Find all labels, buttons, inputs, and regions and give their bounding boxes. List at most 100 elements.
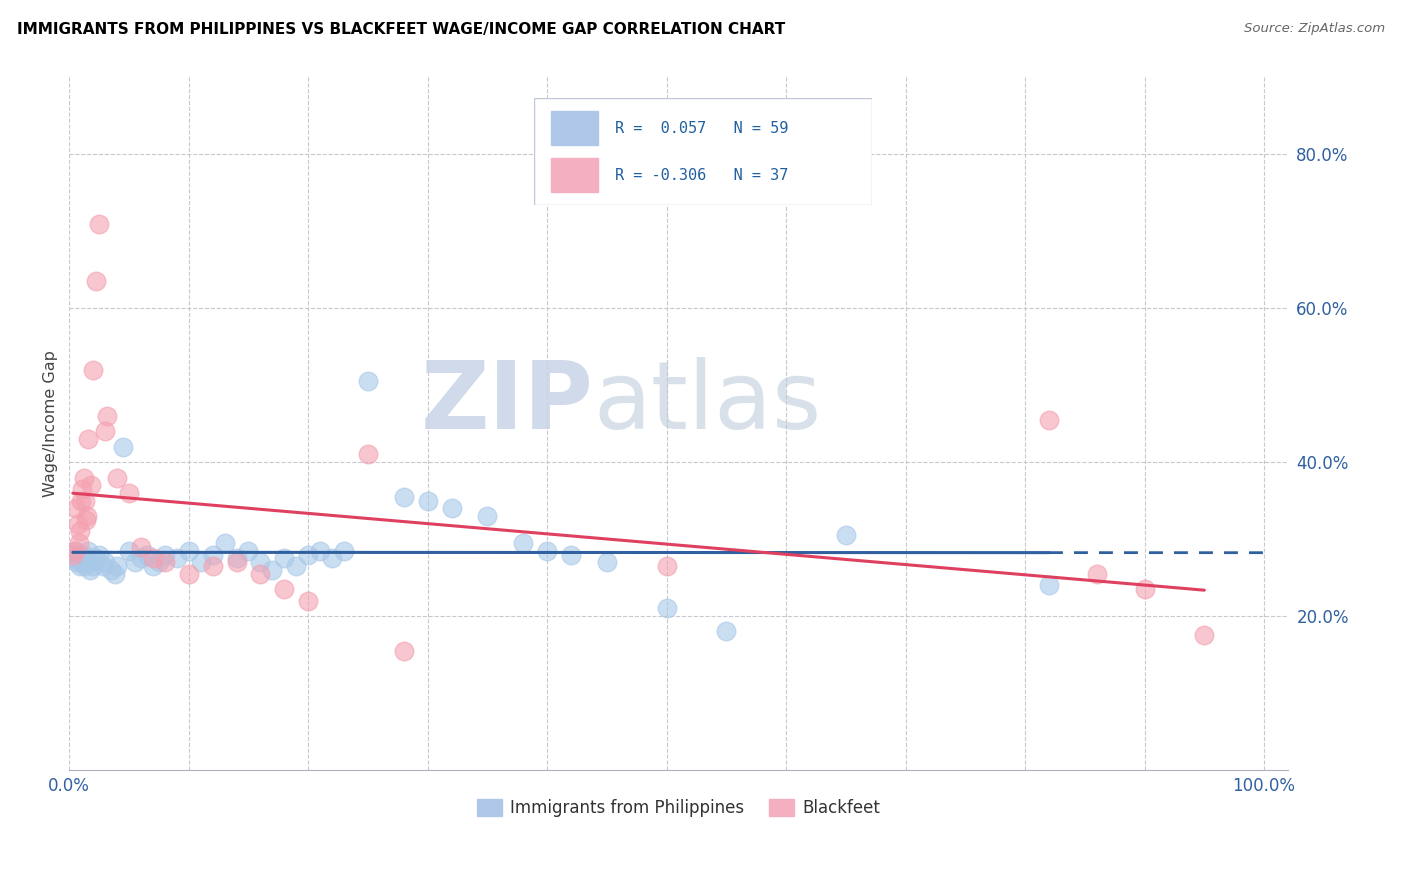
Point xyxy=(285,559,308,574)
Y-axis label: Wage/Income Gap: Wage/Income Gap xyxy=(44,351,58,497)
Point xyxy=(94,555,117,569)
Legend: Immigrants from Philippines, Blackfeet: Immigrants from Philippines, Blackfeet xyxy=(470,792,887,824)
Point xyxy=(201,559,224,574)
Point xyxy=(392,490,415,504)
Point xyxy=(201,548,224,562)
Point xyxy=(75,513,97,527)
Point xyxy=(392,644,415,658)
Point xyxy=(512,536,534,550)
Point xyxy=(87,548,110,562)
Point xyxy=(67,536,90,550)
FancyBboxPatch shape xyxy=(551,111,599,145)
Point xyxy=(82,363,104,377)
Point xyxy=(1038,413,1060,427)
Point xyxy=(105,470,128,484)
Point xyxy=(1085,566,1108,581)
Point xyxy=(75,555,97,569)
Point xyxy=(477,509,499,524)
Point xyxy=(357,448,380,462)
Point xyxy=(225,551,247,566)
Point xyxy=(135,548,157,562)
Point xyxy=(177,566,200,581)
Point xyxy=(166,551,188,566)
Point xyxy=(66,516,89,531)
Point xyxy=(142,551,165,566)
Point xyxy=(73,493,96,508)
Point xyxy=(190,555,212,569)
Point xyxy=(76,551,98,566)
Point xyxy=(63,543,86,558)
Point xyxy=(72,482,94,496)
Point xyxy=(297,548,319,562)
Point xyxy=(63,543,86,558)
Point xyxy=(69,524,91,539)
Point xyxy=(716,624,738,639)
Point xyxy=(62,548,84,562)
Point xyxy=(440,501,463,516)
Point xyxy=(129,551,152,566)
Text: IMMIGRANTS FROM PHILIPPINES VS BLACKFEET WAGE/INCOME GAP CORRELATION CHART: IMMIGRANTS FROM PHILIPPINES VS BLACKFEET… xyxy=(17,22,785,37)
Text: Source: ZipAtlas.com: Source: ZipAtlas.com xyxy=(1244,22,1385,36)
Point xyxy=(416,493,439,508)
Point xyxy=(77,543,100,558)
Point xyxy=(105,559,128,574)
Point xyxy=(1133,582,1156,596)
Text: atlas: atlas xyxy=(593,357,821,449)
Point xyxy=(177,543,200,558)
Point xyxy=(84,551,107,566)
Point xyxy=(214,536,236,550)
Point xyxy=(100,563,122,577)
Point xyxy=(67,551,90,566)
Point xyxy=(249,566,271,581)
FancyBboxPatch shape xyxy=(551,158,599,193)
Text: R =  0.057   N = 59: R = 0.057 N = 59 xyxy=(616,120,789,136)
Point xyxy=(1194,628,1216,642)
Point xyxy=(84,274,107,288)
Point xyxy=(655,601,678,615)
Point xyxy=(79,563,101,577)
Point xyxy=(111,440,134,454)
Point xyxy=(94,425,117,439)
Point xyxy=(87,217,110,231)
Point xyxy=(249,555,271,569)
Point xyxy=(153,548,176,562)
Point xyxy=(309,543,332,558)
Point xyxy=(596,555,619,569)
Point xyxy=(72,470,94,484)
Point xyxy=(104,566,127,581)
Point xyxy=(655,559,678,574)
Point xyxy=(118,543,141,558)
FancyBboxPatch shape xyxy=(534,98,872,205)
Point xyxy=(80,478,103,492)
Point xyxy=(124,555,146,569)
Point xyxy=(65,555,87,569)
Point xyxy=(153,555,176,569)
Point xyxy=(297,593,319,607)
Point xyxy=(835,528,858,542)
Point xyxy=(62,551,84,566)
Point xyxy=(560,548,582,562)
Point xyxy=(70,493,93,508)
Point xyxy=(73,559,96,574)
Point xyxy=(82,559,104,574)
Point xyxy=(273,551,295,566)
Point xyxy=(225,555,247,569)
Point xyxy=(91,559,114,574)
Text: R = -0.306   N = 37: R = -0.306 N = 37 xyxy=(616,168,789,183)
Point xyxy=(262,563,284,577)
Point xyxy=(69,559,91,574)
Point xyxy=(76,509,98,524)
Point xyxy=(148,555,170,569)
Text: ZIP: ZIP xyxy=(420,357,593,449)
Point xyxy=(80,555,103,569)
Point xyxy=(96,409,118,423)
Point xyxy=(321,551,343,566)
Point xyxy=(357,375,380,389)
Point xyxy=(142,559,165,574)
Point xyxy=(333,543,356,558)
Point xyxy=(70,555,93,569)
Point xyxy=(238,543,260,558)
Point xyxy=(66,548,89,562)
Point xyxy=(1038,578,1060,592)
Point xyxy=(536,543,558,558)
